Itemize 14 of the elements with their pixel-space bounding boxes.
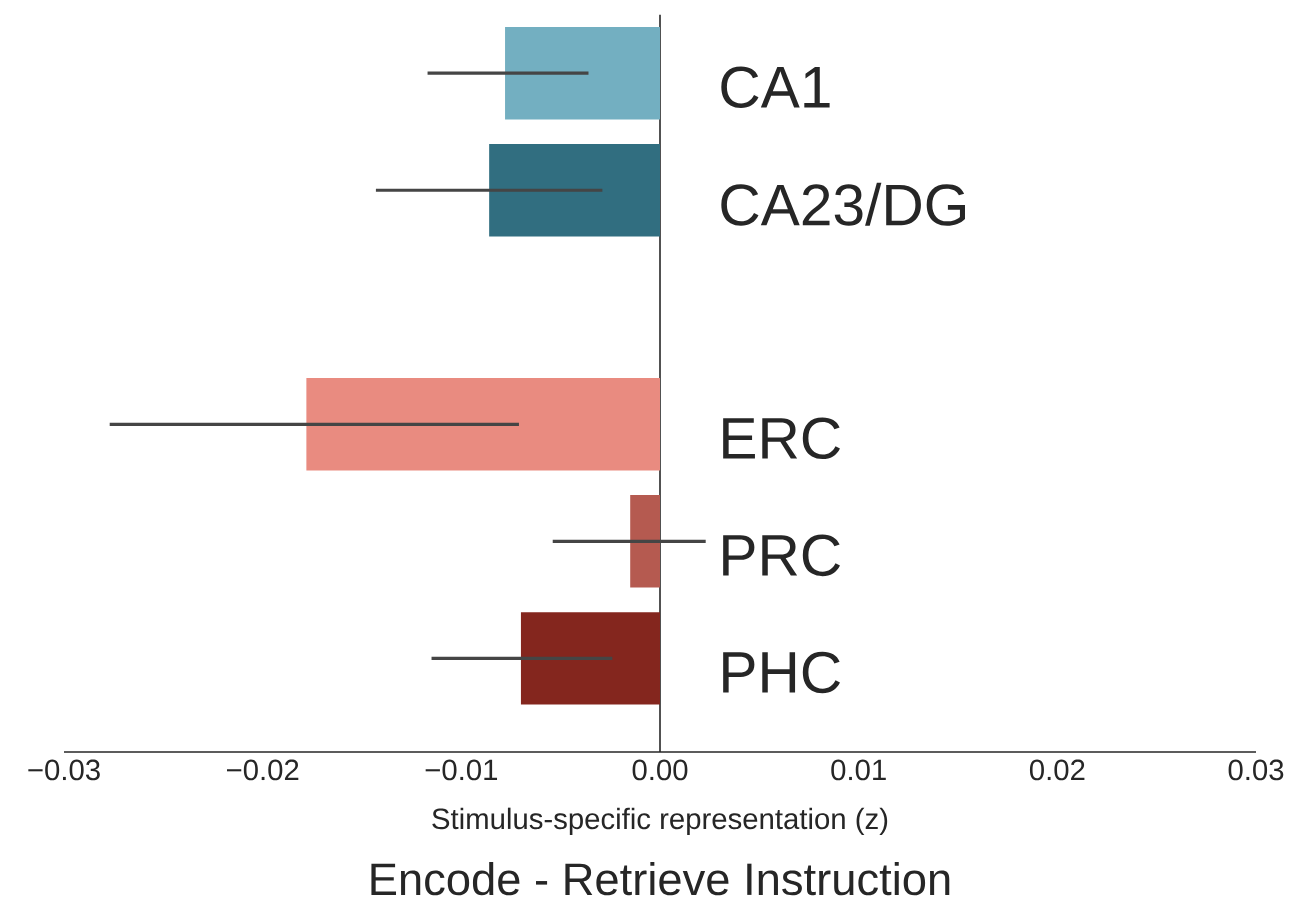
y-tick-label: ERC xyxy=(723,417,840,460)
x-axis-title: Stimulus-specific representation (z) xyxy=(432,807,888,836)
x-tick-label: −0.02 xyxy=(227,759,299,781)
y-tick-label: CA1 xyxy=(721,66,830,108)
x-tick-label: 0.01 xyxy=(831,759,886,781)
y-tick-label: PRC xyxy=(723,534,840,577)
x-tick-label: 0.03 xyxy=(1228,759,1284,781)
x-tick-label: 0.00 xyxy=(632,759,688,781)
x-tick-label: −0.01 xyxy=(425,759,498,781)
text: Encode - Retrieve Instruction xyxy=(371,862,950,896)
x-tick-label: 0.02 xyxy=(1029,759,1085,781)
y-tick-label: PHC xyxy=(723,651,840,694)
y-tick-label: CA23/DG xyxy=(721,182,965,226)
x-tick-label: −0.03 xyxy=(28,759,100,781)
